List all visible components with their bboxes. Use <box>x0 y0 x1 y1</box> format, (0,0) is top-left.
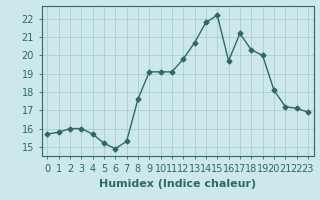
X-axis label: Humidex (Indice chaleur): Humidex (Indice chaleur) <box>99 179 256 189</box>
